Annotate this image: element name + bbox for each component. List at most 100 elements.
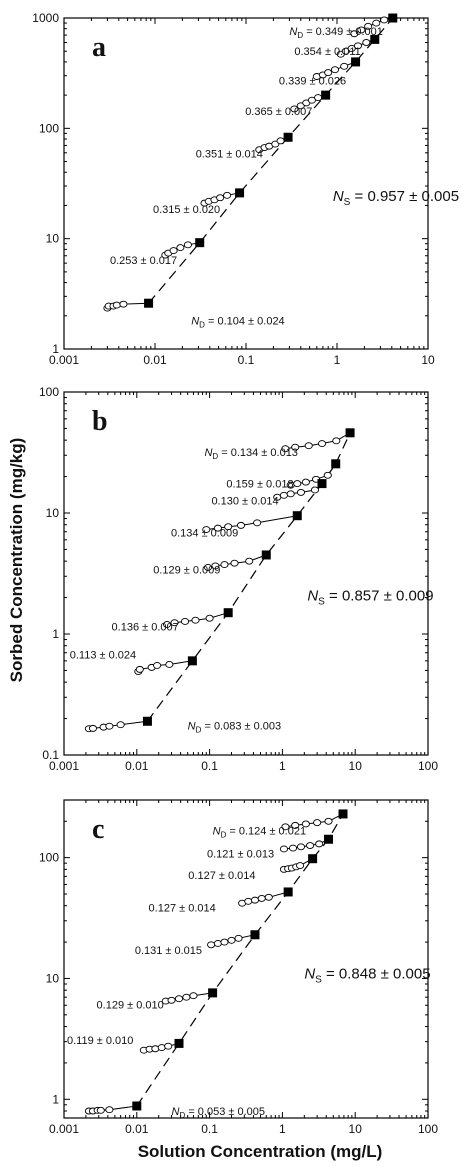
panel-c-x-tick-label: 0.1	[201, 1122, 218, 1136]
panel-b-open-data-point	[291, 443, 300, 451]
panel-c-nd-label: 0.119 ± 0.010	[67, 1035, 133, 1047]
panel-b-nd-label: ND = 0.134 ± 0.013	[204, 447, 297, 461]
panel-a-y-tick-label: 10	[46, 232, 60, 246]
panel-b-open-data-point	[153, 661, 162, 669]
panel-c-solid-data-point	[250, 930, 260, 940]
panel-c-nd-label: 0.131 ± 0.015	[135, 945, 202, 957]
panel-b-open-data-point	[245, 557, 254, 565]
panel-a-open-data-point	[330, 66, 340, 74]
panel-b-overall-isotherm-line	[146, 432, 351, 722]
panel-c-open-data-point	[288, 844, 298, 852]
panel-b-open-data-point	[296, 488, 306, 496]
panel-a-nd-label: 0.351 ± 0.014	[196, 149, 263, 161]
panel-c-open-data-point	[279, 845, 288, 853]
panel-a-solid-data-point	[370, 34, 380, 44]
panel-c-open-data-point	[244, 897, 253, 905]
panel-a-nd-label: 0.253 ± 0.017	[110, 255, 177, 267]
panel-b-x-tick-label: 1	[279, 759, 286, 773]
panel-c-open-data-point	[281, 823, 290, 831]
panel-c-open-data-point	[234, 934, 243, 942]
panel-a-solid-data-point	[351, 57, 361, 67]
panel-a-y-tick-label: 100	[39, 121, 59, 135]
panel-c-nd-label: 0.127 ± 0.014	[188, 870, 255, 882]
panel-a-solid-data-point	[235, 188, 245, 198]
panel-a-open-data-point	[290, 105, 299, 113]
panel-a-open-data-point	[176, 244, 185, 252]
panel-c-open-data-point	[306, 842, 315, 849]
panel-c-solid-data-point	[308, 854, 318, 864]
panel-a-solid-data-point	[144, 298, 154, 308]
panel-b-open-data-point	[230, 559, 239, 567]
x-axis-title: Solution Concentration (mg/L)	[138, 1142, 383, 1161]
panel-b-open-data-point	[332, 437, 341, 445]
panel-b-open-data-point	[323, 471, 332, 479]
panel-b-x-tick-label: 0.001	[49, 759, 79, 773]
panel-a-y-tick-label: 1000	[32, 11, 59, 25]
panel-a-open-data-point	[314, 94, 323, 102]
panel-b-open-data-point	[253, 519, 262, 527]
panel-c-open-data-point	[167, 996, 176, 1004]
panel-b-ns-label: NS = 0.857 ± 0.009	[307, 587, 433, 607]
panel-c-open-data-point	[164, 1042, 173, 1050]
panel-c-nd-label: 0.129 ± 0.010	[97, 999, 164, 1011]
panel-b-open-data-point	[279, 491, 288, 499]
panel-c-open-data-point	[105, 1106, 114, 1114]
panel-b-nd-label: ND = 0.083 ± 0.003	[188, 721, 281, 735]
panel-b-nd-label: 0.129 ± 0.009	[153, 565, 220, 577]
panel-c-open-data-point	[291, 821, 300, 829]
panel-a-solid-data-point	[283, 132, 293, 142]
panel-c-open-data-point	[324, 817, 333, 825]
panel-a-x-tick-label: 10	[421, 353, 435, 367]
panel-b-open-data-point	[180, 617, 190, 625]
panel-a-open-data-point	[216, 194, 225, 202]
panel-a-open-data-point	[169, 247, 178, 255]
panel-b-x-tick-label: 10	[349, 759, 363, 773]
panel-b-open-data-point	[135, 665, 144, 673]
panel-b-open-data-point	[162, 620, 172, 628]
panel-c-solid-data-point	[338, 809, 348, 819]
panel-a-open-data-point	[183, 241, 192, 249]
panel-b-open-data-point	[286, 490, 295, 498]
panel-b-open-data-point	[281, 445, 290, 453]
panel-b-y-tick-label: 100	[39, 385, 59, 399]
panel-b-open-data-point	[293, 480, 302, 488]
panel-a-open-data-point	[350, 30, 359, 38]
panel-c-frame	[63, 799, 429, 1119]
panel-b-letter: b	[92, 406, 108, 437]
panel-c-open-data-point	[227, 936, 236, 944]
panel-b-open-data-point	[191, 616, 200, 624]
panel-b-open-data-point	[317, 440, 327, 447]
panel-c-open-data-point	[313, 819, 322, 827]
panel-b-x-tick-label: 0.1	[201, 759, 218, 773]
panel-c-nd-label: ND = 0.124 ± 0.021	[213, 826, 306, 840]
panel-a-solid-data-point	[195, 238, 205, 248]
panel-c-open-data-point	[213, 939, 222, 947]
panel-c-open-data-point	[296, 862, 305, 870]
panel-b-open-data-point	[213, 524, 222, 532]
panel-b-solid-data-point	[142, 716, 152, 726]
panel-a-nd-label: 0.315 ± 0.020	[153, 204, 220, 216]
panel-c-ns-label: NS = 0.848 ± 0.005	[304, 965, 430, 985]
panel-b-open-data-point	[202, 526, 211, 533]
panel-b-solid-data-point	[223, 608, 233, 618]
panel-c-open-data-point	[301, 820, 310, 828]
panel-b-open-data-point	[105, 722, 114, 730]
panel-a-open-data-point	[324, 69, 333, 77]
panel-b-y-tick-label: 10	[46, 506, 60, 520]
panel-a-open-data-point	[112, 301, 121, 309]
panel-c-nd-label: 0.127 ± 0.014	[149, 903, 216, 915]
panel-a-nd-label: 0.339 ± 0.026	[279, 76, 346, 88]
panel-a-nd-label: 0.365 ± 0.007	[245, 106, 312, 118]
panel-a-frame	[63, 17, 429, 350]
panel-b-frame	[63, 391, 429, 756]
panel-c-x-tick-label: 10	[349, 1122, 363, 1136]
panel-b-open-data-point	[170, 619, 179, 627]
panel-c-solid-data-point	[283, 887, 293, 897]
panel-c-solid-data-point	[208, 988, 218, 998]
panel-a-open-data-point	[380, 16, 389, 24]
panel-b-solid-data-point	[317, 479, 327, 489]
panel-b-nd-label: 0.113 ± 0.024	[70, 649, 136, 661]
panel-c-x-tick-label: 1	[279, 1122, 286, 1136]
panel-b-nd-label: 0.159 ± 0.018	[226, 479, 293, 491]
